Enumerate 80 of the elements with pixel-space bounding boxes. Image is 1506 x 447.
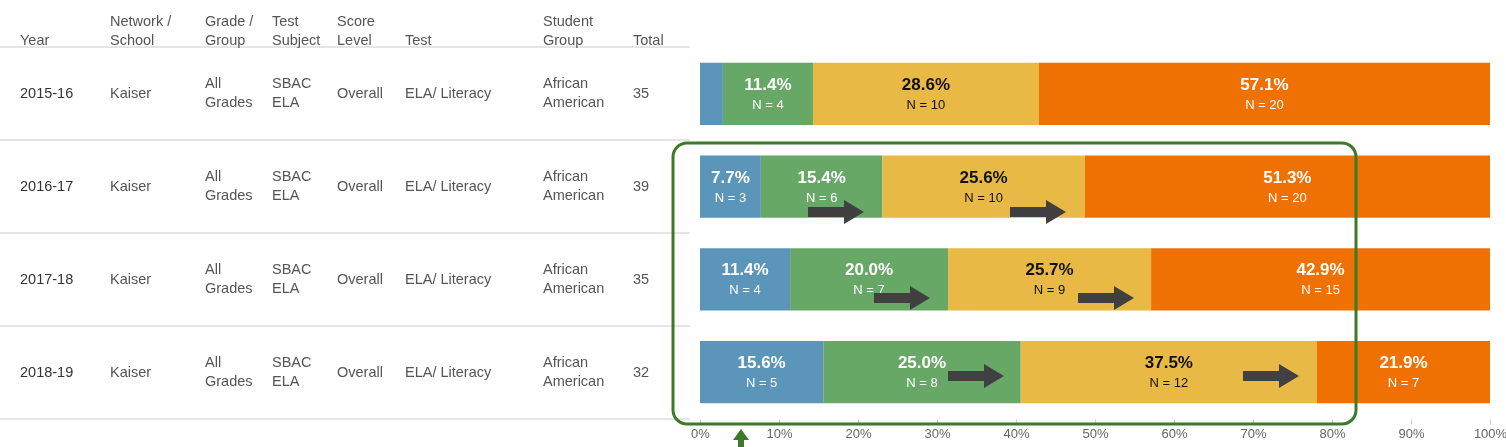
text: Overall: [337, 270, 383, 287]
bar: [700, 248, 791, 311]
text: Kaiser: [110, 177, 152, 194]
x-tick-label: 20%: [845, 425, 872, 441]
x-tick-label: 10%: [766, 425, 793, 441]
text: 37.5% N = 12: [1144, 353, 1193, 391]
text: Kaiser: [110, 270, 152, 287]
bar: [722, 62, 813, 125]
text: All Grades: [205, 168, 253, 203]
text: African American: [543, 75, 605, 110]
text: All Grades: [205, 75, 253, 110]
bar: [700, 62, 723, 125]
bar: [790, 248, 949, 311]
text: Year: [20, 32, 50, 48]
text: 25.6% N = 10: [959, 167, 1008, 205]
bar: [1020, 341, 1317, 404]
text: Student Group: [543, 13, 593, 48]
text: 25.7% N = 9: [1025, 260, 1074, 298]
bar: [700, 155, 761, 218]
text: Total: [633, 32, 664, 48]
x-tick-label: 70%: [1240, 425, 1267, 441]
x-tick-label: 0%: [691, 425, 711, 441]
x-tick-label: 40%: [1003, 425, 1030, 441]
bar: [1151, 248, 1490, 311]
text: 39: [633, 177, 650, 194]
text: 11.4% N = 4: [744, 74, 792, 112]
text: ELA/ Literacy: [405, 270, 492, 287]
text: Test Subject: [272, 13, 321, 48]
text: 11.4% N = 4: [721, 260, 769, 298]
text: 2018-19: [20, 363, 74, 380]
text: 15.4% N = 6: [797, 167, 846, 205]
x-tick-label: 100%: [1473, 425, 1506, 441]
bar: [1084, 155, 1490, 218]
text: 7.7% N = 3: [711, 167, 750, 205]
text: SBAC ELA: [272, 354, 312, 389]
text: Test: [405, 32, 432, 48]
text: Overall: [337, 84, 383, 101]
text: 51.3% N = 20: [1263, 167, 1312, 205]
text: ELA/ Literacy: [405, 363, 492, 380]
x-tick-label: 50%: [1082, 425, 1109, 441]
text: 15.6% N = 5: [737, 353, 786, 391]
x-tick-label: 60%: [1161, 425, 1188, 441]
text: 35: [633, 270, 650, 287]
text: ELA/ Literacy: [405, 177, 492, 194]
text: African American: [543, 168, 605, 203]
text: 21.9% N = 7: [1379, 353, 1428, 391]
text: African American: [543, 261, 605, 296]
bar: [1316, 341, 1490, 404]
text: Overall: [337, 177, 383, 194]
text: Kaiser: [110, 363, 152, 380]
text: 35: [633, 84, 650, 101]
text: African American: [543, 354, 605, 389]
bar: [812, 62, 1039, 125]
text: 32: [633, 363, 650, 380]
text: All Grades: [205, 261, 253, 296]
text: 2015-16: [20, 84, 74, 101]
text: Kaiser: [110, 84, 152, 101]
text: Network / School: [110, 13, 173, 48]
text: 2017-18: [20, 270, 74, 287]
text: 28.6% N = 10: [901, 74, 951, 112]
x-tick-label: 80%: [1319, 425, 1346, 441]
text: 25.0% N = 8: [897, 353, 947, 391]
text: ELA/ Literacy: [405, 84, 492, 101]
text: SBAC ELA: [272, 75, 312, 110]
x-tick-label: 30%: [924, 425, 951, 441]
text: Score Level: [337, 13, 375, 48]
text: SBAC ELA: [272, 168, 312, 203]
x-tick-label: 90%: [1398, 425, 1425, 441]
bar: [882, 155, 1085, 218]
text: 57.1% N = 20: [1240, 74, 1289, 112]
text: SBAC ELA: [272, 261, 312, 296]
text: 2016-17: [20, 177, 74, 194]
bar: [700, 341, 824, 404]
text: 42.9% N = 15: [1296, 260, 1345, 298]
bar: [948, 248, 1152, 311]
bar: [1038, 62, 1490, 125]
text: Overall: [337, 363, 383, 380]
text: All Grades: [205, 354, 253, 389]
bar: [823, 341, 1021, 404]
text: Grade / Group: [205, 13, 255, 48]
